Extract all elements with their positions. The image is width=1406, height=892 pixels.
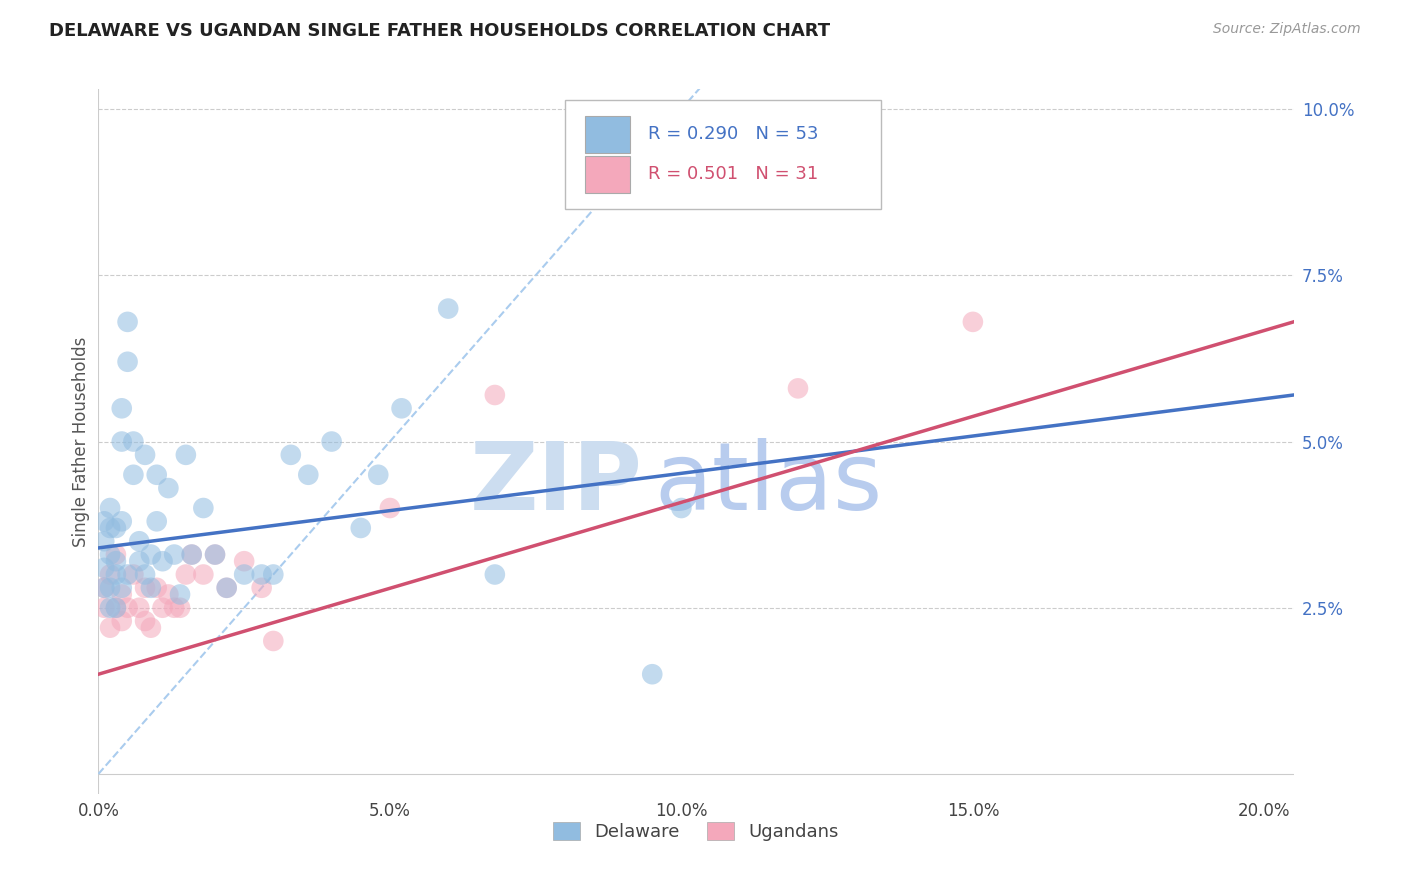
Point [98,548,121,562]
Point [193,501,215,516]
Point [128,534,150,549]
Point [134,581,156,595]
Point [152,554,174,568]
Point [321,434,343,449]
Text: ZIP: ZIP [470,438,643,530]
Point [104,521,127,535]
Text: atlas: atlas [654,438,883,530]
FancyBboxPatch shape [585,156,630,193]
Point [134,567,156,582]
Point [104,600,127,615]
Point [104,567,127,582]
Point [787,149,810,163]
Point [98,521,121,535]
Point [204,548,226,562]
Point [145,514,167,528]
Point [98,581,121,595]
Point [391,401,413,416]
Point [169,587,191,601]
Point [111,581,134,595]
Point [104,548,127,562]
FancyBboxPatch shape [585,116,630,153]
FancyBboxPatch shape [565,100,882,209]
Point [250,567,273,582]
Point [111,614,134,628]
Point [117,567,139,582]
Point [157,481,180,495]
Point [787,381,810,395]
Text: R = 0.290   N = 53: R = 0.290 N = 53 [648,125,818,144]
Point [111,587,134,601]
Point [437,301,460,316]
Point [98,567,121,582]
Point [180,548,202,562]
Point [169,600,191,615]
Point [93,514,115,528]
Point [641,667,664,681]
Point [128,554,150,568]
Point [128,600,150,615]
Point [484,388,506,402]
Point [93,534,115,549]
Point [111,514,134,528]
Point [215,581,238,595]
Legend: Delaware, Ugandans: Delaware, Ugandans [546,814,846,848]
Point [122,434,145,449]
Point [262,634,284,648]
Point [297,467,319,482]
Point [122,467,145,482]
Point [163,548,186,562]
Point [117,315,139,329]
Text: DELAWARE VS UGANDAN SINGLE FATHER HOUSEHOLDS CORRELATION CHART: DELAWARE VS UGANDAN SINGLE FATHER HOUSEH… [49,22,831,40]
Point [117,600,139,615]
Point [163,600,186,615]
Point [93,561,115,575]
Point [117,355,139,369]
Point [215,581,238,595]
Point [233,554,256,568]
Point [350,521,373,535]
Point [174,567,197,582]
Text: R = 0.501   N = 31: R = 0.501 N = 31 [648,166,818,184]
Point [233,567,256,582]
Point [280,448,302,462]
Point [139,581,162,595]
Point [484,567,506,582]
Point [378,501,401,516]
Point [104,554,127,568]
Point [93,600,115,615]
Point [193,567,215,582]
Point [174,448,197,462]
Point [145,581,167,595]
Point [122,567,145,582]
Point [98,501,121,516]
Point [139,548,162,562]
Point [139,621,162,635]
Point [134,448,156,462]
Point [98,621,121,635]
Point [262,567,284,582]
Point [98,600,121,615]
Point [111,434,134,449]
Text: Source: ZipAtlas.com: Source: ZipAtlas.com [1213,22,1361,37]
Point [93,581,115,595]
Point [145,467,167,482]
Point [367,467,389,482]
Point [962,315,984,329]
Point [157,587,180,601]
Point [671,501,693,516]
Y-axis label: Single Father Households: Single Father Households [72,336,90,547]
Point [250,581,273,595]
Point [180,548,202,562]
Point [152,600,174,615]
Point [104,600,127,615]
Point [204,548,226,562]
Point [134,614,156,628]
Point [111,401,134,416]
Point [93,581,115,595]
